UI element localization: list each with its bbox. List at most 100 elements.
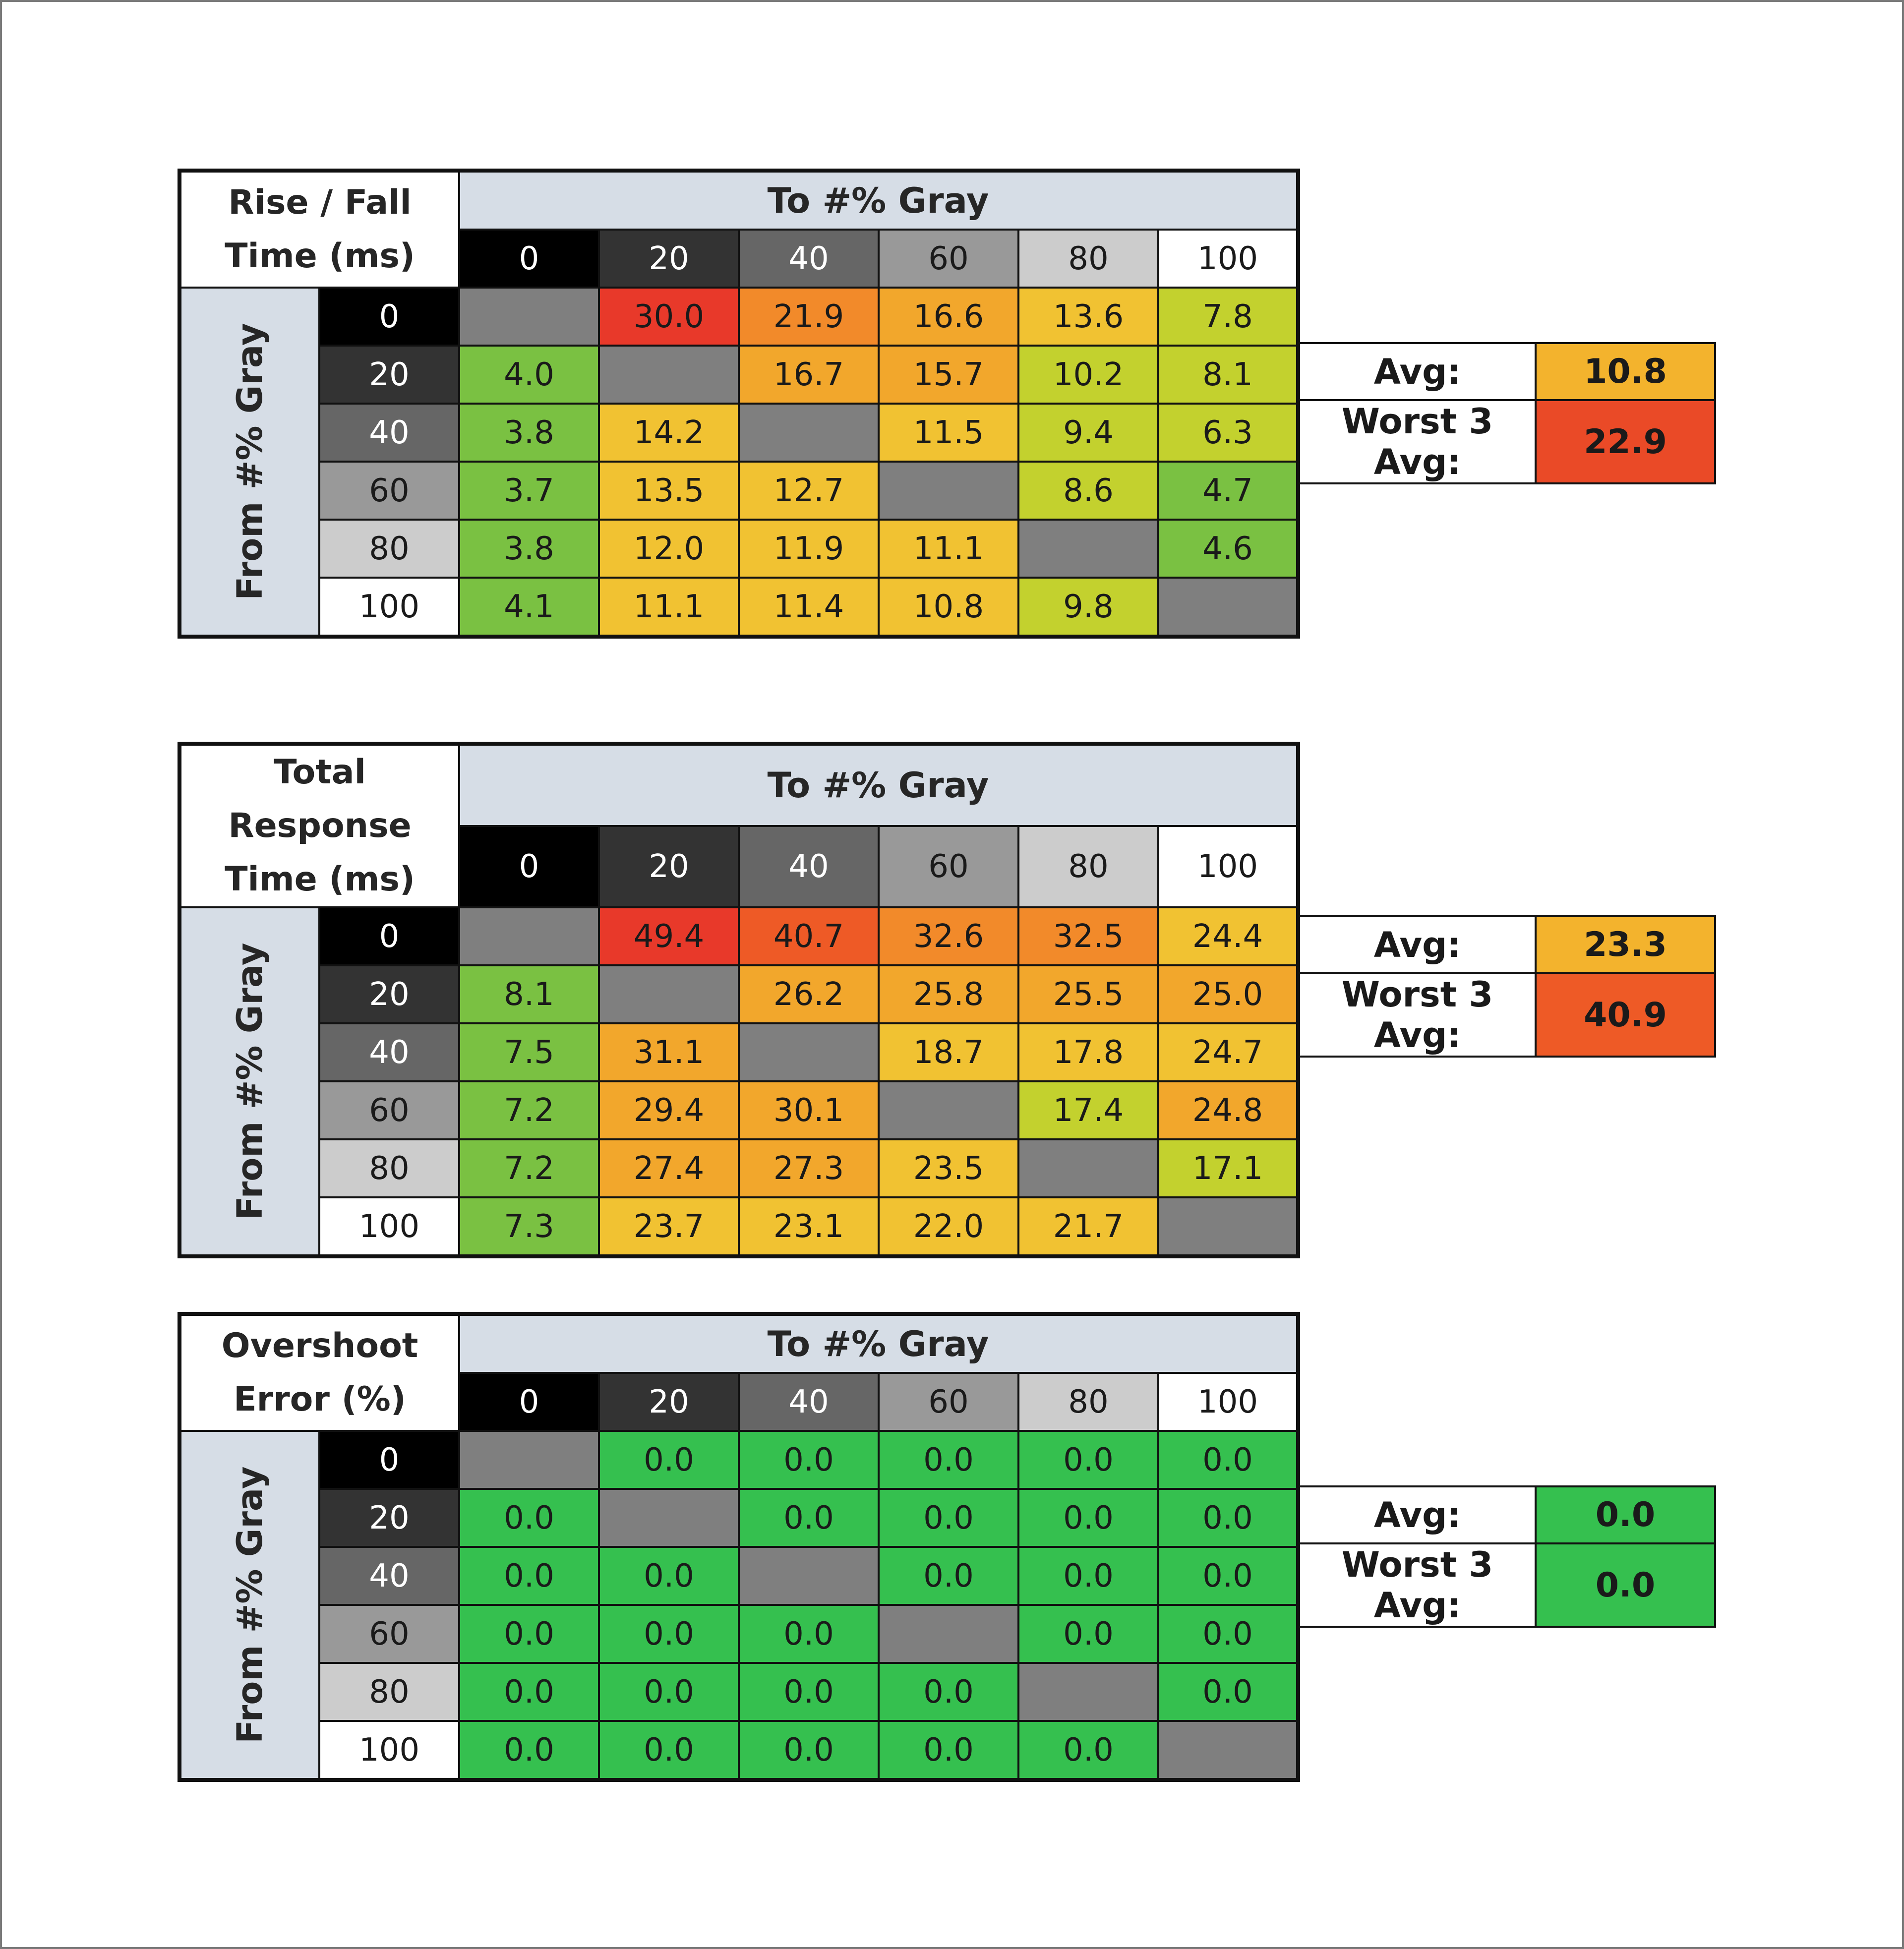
value-cell: 25.8 <box>878 964 1019 1024</box>
value-cell: 0.0 <box>458 1604 600 1664</box>
value-cell: 31.1 <box>598 1022 740 1082</box>
summary-table: Avg: 10.8 Worst 3 Avg: 22.9 <box>1300 342 1716 484</box>
heatmap-row: 40 0.0 0.0 0.0 0.0 0.0 <box>179 1546 1299 1606</box>
heatmap-row: From #% Gray 0 30.0 21.9 16.6 13.6 7.8 <box>178 287 1299 638</box>
value-cell: 0.0 <box>878 1488 1019 1548</box>
value-cell: 4.1 <box>458 577 600 638</box>
value-cell: 0.0 <box>1017 1430 1159 1490</box>
from-gray-header: From #% Gray <box>178 906 320 1257</box>
column-level-label: 40 <box>738 229 880 289</box>
summary-row: Avg: 23.3 <box>1300 915 1716 974</box>
row-level-label: 40 <box>318 1546 460 1606</box>
row-level-label: 0 <box>318 906 460 966</box>
chart-title-line: Rise / Fall <box>228 183 412 222</box>
value-cell: 0.0 <box>458 1720 600 1781</box>
row-level-label: 0 <box>318 287 460 347</box>
heatmap-row: 80 3.8 12.0 11.9 11.1 4.6 <box>179 519 1299 579</box>
value-cell: 21.9 <box>738 287 880 347</box>
diagonal-cell <box>1157 1196 1299 1257</box>
value-cell: 7.2 <box>458 1080 600 1140</box>
column-level-label: 80 <box>1017 825 1159 908</box>
column-level-label: 80 <box>1017 1372 1159 1432</box>
value-cell: 24.4 <box>1157 906 1299 966</box>
value-cell: 11.5 <box>878 403 1019 463</box>
avg-value: 0.0 <box>1535 1485 1716 1544</box>
value-cell: 0.0 <box>1157 1604 1299 1664</box>
row-level-label: 0 <box>318 1430 460 1490</box>
diagonal-cell <box>1157 577 1299 638</box>
chart-title-line: Error (%) <box>234 1380 406 1419</box>
value-cell: 0.0 <box>878 1662 1019 1722</box>
value-cell: 13.5 <box>598 461 740 521</box>
value-cell: 0.0 <box>878 1430 1019 1490</box>
heatmap-row: 60 7.2 29.4 30.1 17.4 24.8 <box>179 1080 1299 1140</box>
value-cell: 0.0 <box>458 1662 600 1722</box>
value-cell: 0.0 <box>598 1546 740 1606</box>
value-cell: 25.0 <box>1157 964 1299 1024</box>
avg-label: Avg: <box>1300 1485 1536 1544</box>
worst-3-avg-label: Worst 3 Avg: <box>1300 972 1536 1058</box>
diagonal-cell <box>458 1430 600 1490</box>
column-level-label: 20 <box>598 229 740 289</box>
row-level-label: 100 <box>318 1196 460 1257</box>
value-cell: 4.6 <box>1157 519 1299 579</box>
row-level-label: 20 <box>318 964 460 1024</box>
chart-title-line: Total Response <box>228 753 412 845</box>
summary-row: Worst 3 Avg: 0.0 <box>1300 1542 1716 1628</box>
value-cell: 23.5 <box>878 1138 1019 1198</box>
heatmap-row: 80 0.0 0.0 0.0 0.0 0.0 <box>179 1662 1299 1722</box>
value-cell: 12.7 <box>738 461 880 521</box>
chart-title-line: Overshoot <box>221 1326 418 1365</box>
heatmap-table: Total Response Time (ms) To #% Gray 0 20 40 60… <box>178 742 1300 1258</box>
heatmap-row: 20 4.0 16.7 15.7 10.2 8.1 <box>179 345 1299 405</box>
column-level-label: 100 <box>1157 229 1299 289</box>
value-cell: 0.0 <box>1017 1546 1159 1606</box>
heatmap-row: 100 4.1 11.1 11.4 10.8 9.8 <box>179 577 1299 638</box>
column-level-label: 60 <box>878 825 1019 908</box>
worst-3-avg-value: 22.9 <box>1535 399 1716 484</box>
value-cell: 0.0 <box>878 1720 1019 1781</box>
row-level-label: 60 <box>318 1080 460 1140</box>
summary-row: Worst 3 Avg: 22.9 <box>1300 399 1716 484</box>
column-level-label: 20 <box>598 1372 740 1432</box>
value-cell: 0.0 <box>598 1604 740 1664</box>
value-cell: 3.8 <box>458 519 600 579</box>
heatmap-table: Rise / Fall Time (ms) To #% Gray 0 20 40 60 80 1… <box>178 169 1300 639</box>
diagonal-cell <box>598 964 740 1024</box>
value-cell: 17.1 <box>1157 1138 1299 1198</box>
diagonal-cell <box>1017 1138 1159 1198</box>
diagonal-cell <box>598 345 740 405</box>
value-cell: 7.5 <box>458 1022 600 1082</box>
value-cell: 4.7 <box>1157 461 1299 521</box>
summary-table: Avg: 0.0 Worst 3 Avg: 0.0 <box>1300 1485 1716 1628</box>
diagonal-cell <box>878 1080 1019 1140</box>
value-cell: 7.2 <box>458 1138 600 1198</box>
value-cell: 25.5 <box>1017 964 1159 1024</box>
value-cell: 17.8 <box>1017 1022 1159 1082</box>
heatmap-table: Overshoot Error (%) To #% Gray 0 20 40 60 80 100… <box>178 1312 1300 1782</box>
column-level-label: 100 <box>1157 1372 1299 1432</box>
value-cell: 32.5 <box>1017 906 1159 966</box>
value-cell: 17.4 <box>1017 1080 1159 1140</box>
value-cell: 7.8 <box>1157 287 1299 347</box>
value-cell: 0.0 <box>1157 1430 1299 1490</box>
value-cell: 0.0 <box>738 1604 880 1664</box>
diagonal-cell <box>878 461 1019 521</box>
chart-title: Total Response Time (ms) <box>178 743 460 908</box>
value-cell: 0.0 <box>1017 1720 1159 1781</box>
value-cell: 11.1 <box>598 577 740 638</box>
value-cell: 0.0 <box>738 1430 880 1490</box>
from-gray-header: From #% Gray <box>178 287 320 638</box>
value-cell: 0.0 <box>1017 1604 1159 1664</box>
value-cell: 0.0 <box>598 1720 740 1781</box>
value-cell: 49.4 <box>598 906 740 966</box>
value-cell: 24.7 <box>1157 1022 1299 1082</box>
to-gray-header: To #% Gray <box>458 1313 1299 1374</box>
diagonal-cell <box>1157 1720 1299 1781</box>
value-cell: 30.1 <box>738 1080 880 1140</box>
diagonal-cell <box>1017 1662 1159 1722</box>
heatmap-row: 40 7.5 31.1 18.7 17.8 24.7 <box>179 1022 1299 1082</box>
summary-row: Worst 3 Avg: 40.9 <box>1300 972 1716 1058</box>
column-level-label: 60 <box>878 229 1019 289</box>
value-cell: 3.7 <box>458 461 600 521</box>
